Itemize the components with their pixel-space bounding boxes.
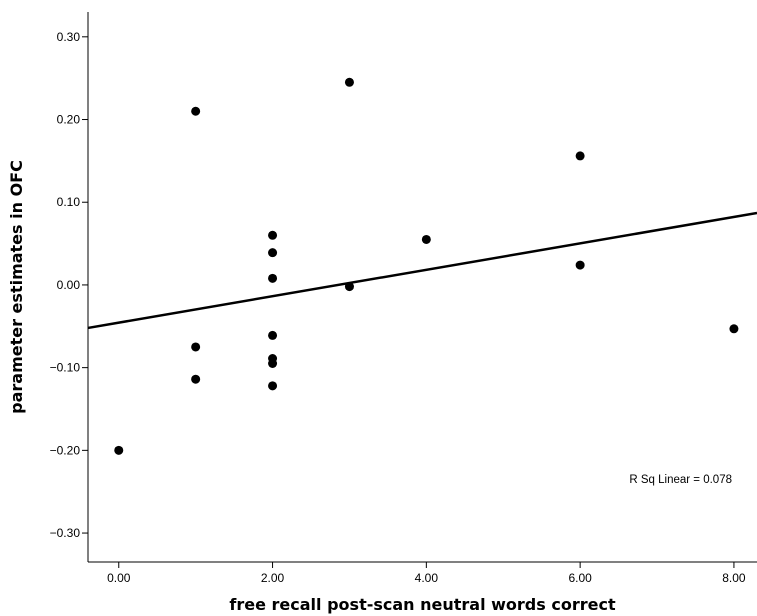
data-point: [191, 342, 201, 352]
y-axis: 0.30 0.20 0.10 0.00 −0.10 −0.20 −0.30: [50, 30, 88, 540]
data-point: [191, 106, 201, 116]
data-point: [191, 374, 201, 384]
data-point: [268, 230, 278, 240]
r-squared-annotation: R Sq Linear = 0.078: [629, 474, 732, 486]
data-point: [268, 381, 278, 391]
data-point: [344, 282, 354, 292]
x-tick-label: 2.00: [261, 571, 285, 585]
y-tick-label: 0.20: [57, 113, 81, 127]
data-point: [268, 248, 278, 258]
x-tick-label: 8.00: [722, 571, 746, 585]
data-point: [729, 324, 739, 334]
data-point: [575, 260, 585, 270]
y-tick-label: 0.10: [57, 195, 81, 209]
y-axis-title: parameter estimates in OFC: [7, 160, 26, 414]
x-axis: 0.00 2.00 4.00 6.00 8.00: [107, 562, 746, 585]
y-tick-label: −0.30: [50, 526, 81, 540]
data-point: [421, 234, 431, 244]
y-tick-label: −0.10: [50, 361, 81, 375]
fit-line: [87, 211, 757, 330]
data-point: [268, 273, 278, 283]
data-point: [268, 359, 278, 369]
x-tick-label: 4.00: [415, 571, 439, 585]
x-axis-title: free recall post-scan neutral words corr…: [229, 595, 616, 614]
data-point: [114, 445, 124, 455]
y-tick-label: −0.20: [50, 443, 81, 457]
data-point: [344, 77, 354, 87]
fit-line-group: [87, 211, 757, 330]
x-tick-label: 6.00: [568, 571, 592, 585]
data-point: [268, 330, 278, 340]
data-point: [575, 151, 585, 161]
data-points: [114, 77, 739, 455]
y-tick-label: 0.30: [57, 30, 81, 44]
plot-frame: [87, 12, 757, 563]
y-tick-label: 0.00: [57, 278, 81, 292]
x-tick-label: 0.00: [107, 571, 131, 585]
